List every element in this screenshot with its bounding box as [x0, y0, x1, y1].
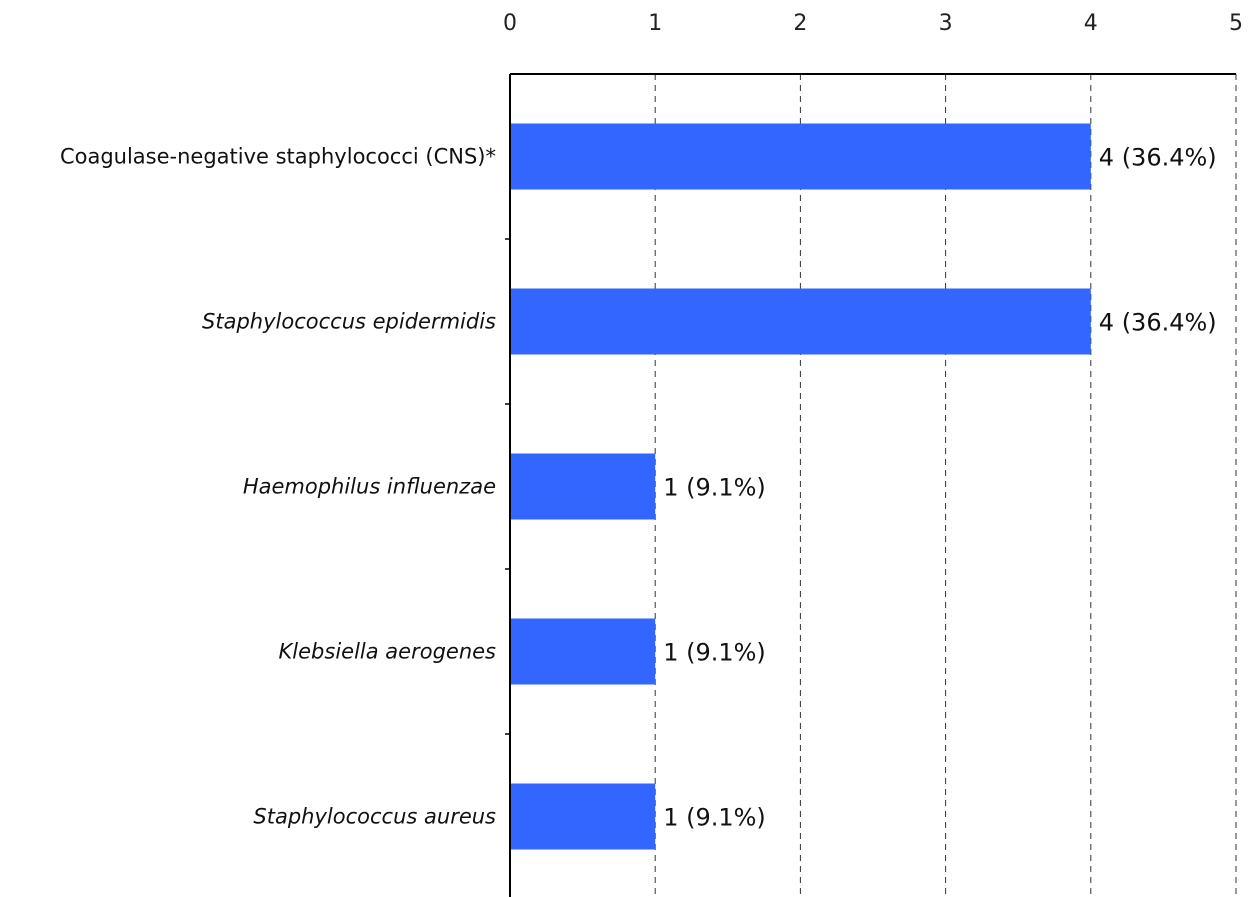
bar-2 — [510, 288, 1091, 355]
bar-4 — [510, 618, 656, 685]
x-tick-label-1: 1 — [648, 11, 662, 36]
bar-1 — [510, 123, 1091, 190]
data-label-5: 1 (9.1%) — [663, 804, 766, 832]
bars — [510, 123, 1091, 850]
category-label-4: Klebsiella aerogenes — [279, 640, 497, 664]
x-tick-label-0: 0 — [503, 11, 517, 36]
data-label-3: 1 (9.1%) — [663, 474, 766, 502]
data-label-2: 4 (36.4%) — [1099, 309, 1217, 337]
bar-5 — [510, 783, 656, 850]
x-tick-label-2: 2 — [793, 11, 807, 36]
labels: 0 1 2 3 4 5 Coagulase-negative staphylococci (… — [60, 11, 1243, 832]
category-label-2: Staphylococcus epidermidis — [202, 310, 496, 334]
data-label-1: 4 (36.4%) — [1099, 144, 1217, 172]
x-tick-label-4: 4 — [1084, 11, 1098, 36]
category-label-5: Staphylococcus aureus — [253, 805, 496, 829]
x-tick-label-5: 5 — [1229, 11, 1243, 36]
category-label-3: Haemophilus influenzae — [243, 475, 496, 499]
gridlines — [654, 74, 1237, 897]
axes — [505, 73, 1236, 897]
bar-3 — [510, 453, 656, 520]
data-label-4: 1 (9.1%) — [663, 639, 766, 667]
category-label-1: Coagulase-negative staphylococci (CNS)* — [60, 145, 496, 169]
x-tick-label-3: 3 — [939, 11, 953, 36]
